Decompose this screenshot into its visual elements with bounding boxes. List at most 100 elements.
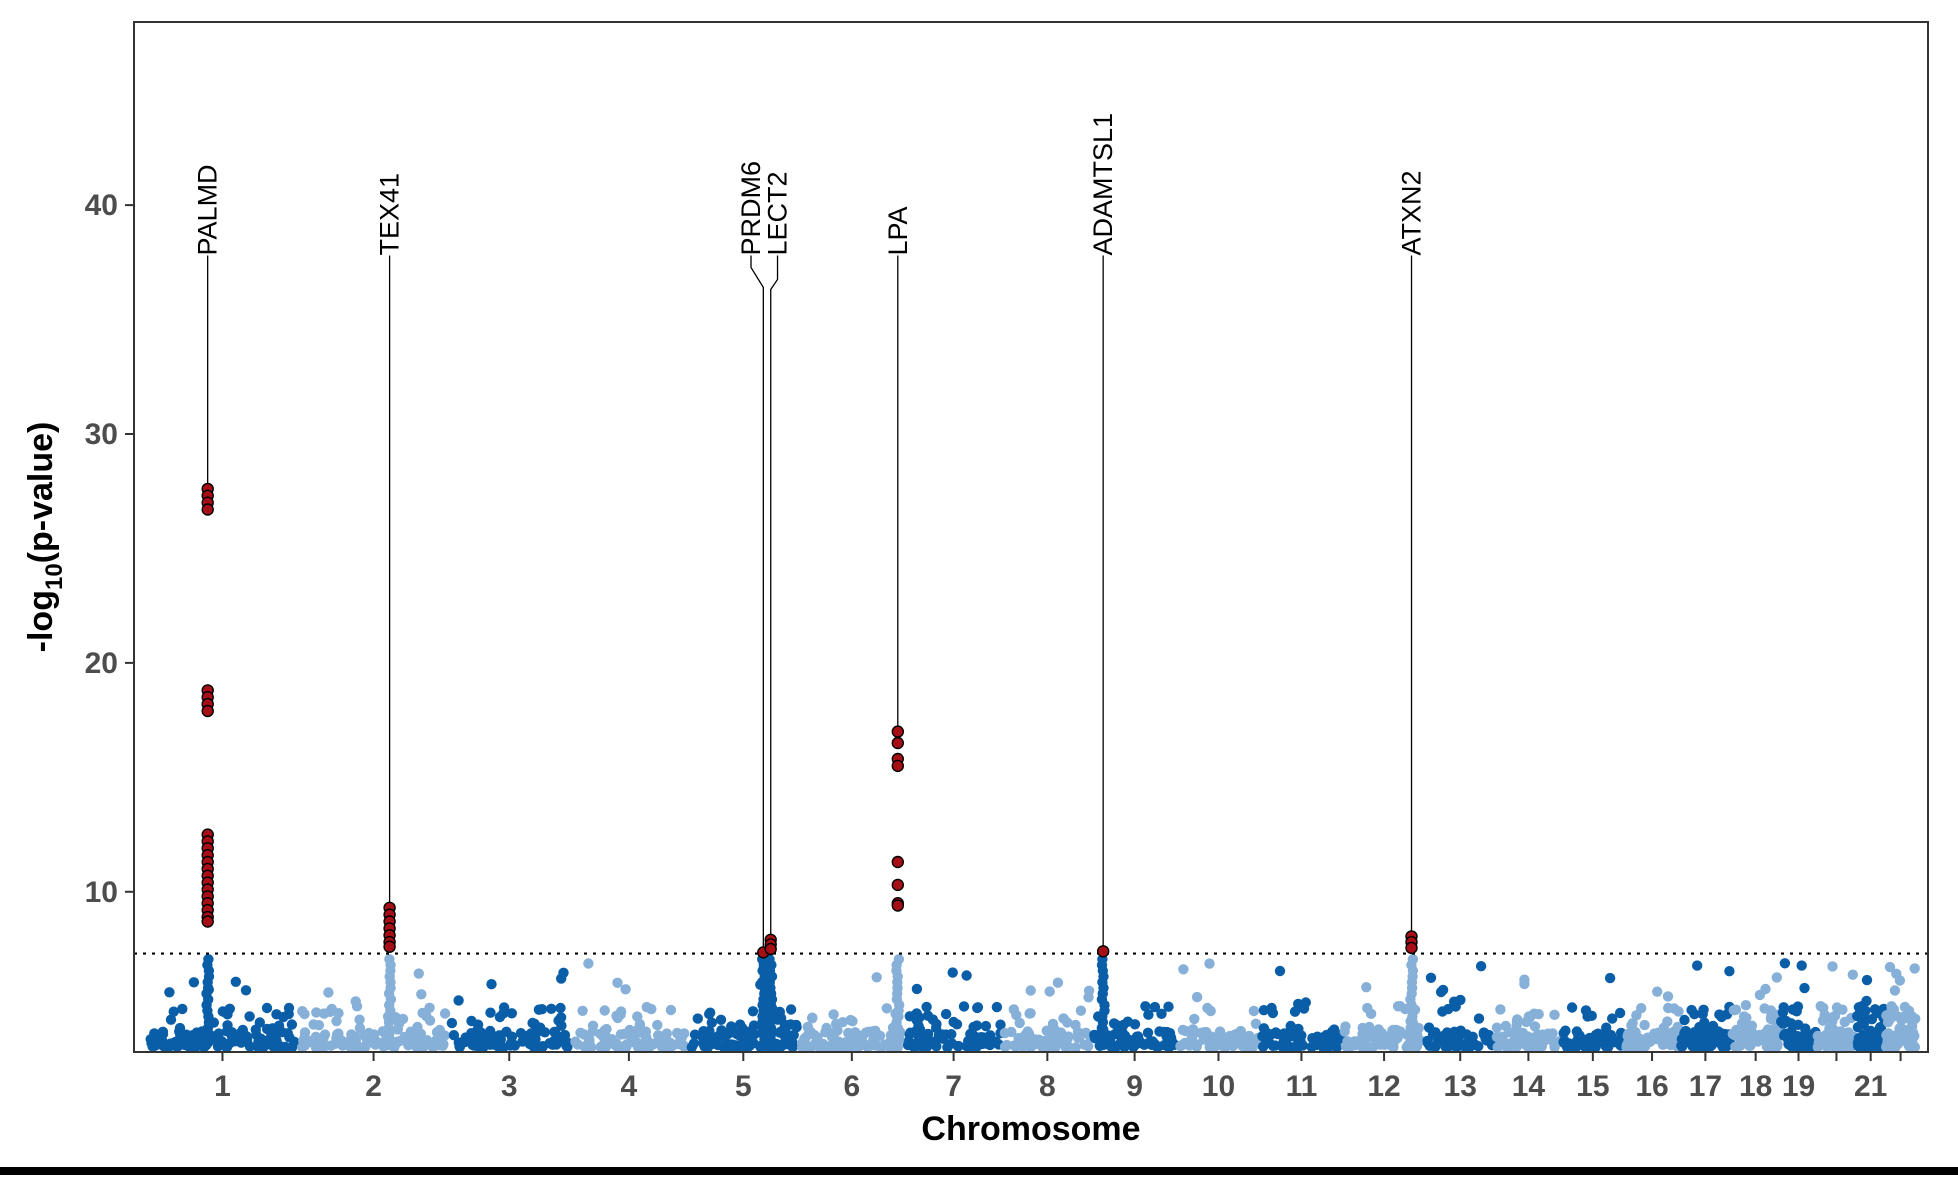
background-point — [1779, 958, 1791, 969]
background-point — [353, 1041, 364, 1053]
background-point — [1001, 1039, 1013, 1051]
background-point — [799, 1033, 810, 1045]
hit-point — [1096, 945, 1110, 958]
background-point — [424, 1015, 436, 1026]
x-tick-label: 11 — [1286, 1070, 1318, 1103]
background-point — [1597, 1029, 1609, 1041]
gene-label-atxn2: ATXN2 — [1397, 170, 1427, 255]
background-point — [517, 1036, 528, 1047]
background-point — [612, 977, 623, 988]
background-point — [177, 1003, 188, 1015]
background-point — [1760, 1036, 1772, 1047]
background-point — [636, 1026, 647, 1038]
hit-point — [201, 704, 214, 718]
background-point — [506, 1031, 518, 1042]
y-axis: 10 20 30 40 — [85, 189, 134, 909]
background-point — [1852, 1021, 1864, 1033]
background-point — [1461, 1029, 1472, 1040]
background-point — [1793, 1019, 1804, 1030]
background-point — [1362, 1002, 1373, 1014]
background-point — [1056, 1028, 1067, 1039]
background-point — [606, 1034, 618, 1045]
background-point — [1765, 1013, 1777, 1025]
background-point — [1903, 1005, 1915, 1016]
background-point — [311, 1007, 322, 1018]
background-point — [1505, 1038, 1516, 1050]
background-point — [244, 1011, 255, 1022]
background-point — [1532, 1029, 1544, 1041]
background-point — [272, 1028, 283, 1039]
y-tick-label: 20 — [85, 647, 118, 680]
background-point — [1441, 1027, 1453, 1038]
background-point — [788, 1029, 799, 1041]
background-point — [867, 1026, 878, 1037]
background-point — [1480, 1033, 1491, 1044]
background-point — [1689, 1008, 1700, 1020]
background-point — [1699, 1017, 1710, 1028]
background-point — [157, 1026, 169, 1038]
background-point — [1847, 969, 1859, 980]
background-point — [1083, 1041, 1094, 1052]
background-point — [308, 1019, 319, 1030]
background-point — [1191, 991, 1203, 1003]
background-point — [505, 1040, 516, 1051]
background-point — [1852, 1037, 1864, 1049]
background-point — [546, 1003, 557, 1014]
background-point — [1140, 1001, 1151, 1012]
y-tick-label: 10 — [85, 876, 118, 909]
x-tick-label: 12 — [1367, 1070, 1400, 1103]
y-tick-label: 40 — [85, 189, 118, 222]
background-point — [261, 1002, 273, 1014]
background-point — [615, 1029, 627, 1040]
background-point — [1548, 1037, 1560, 1048]
background-point — [1245, 1040, 1257, 1051]
background-point — [1450, 1032, 1461, 1043]
background-point — [1696, 1041, 1708, 1053]
x-tick-label: 17 — [1689, 1070, 1722, 1103]
background-point — [1025, 985, 1036, 996]
background-point — [1156, 1008, 1167, 1019]
background-point — [405, 1026, 416, 1037]
background-point — [1731, 1030, 1742, 1041]
background-point — [1738, 1011, 1750, 1022]
background-point — [1220, 1032, 1231, 1044]
background-point — [791, 1021, 802, 1033]
background-point — [661, 1028, 672, 1039]
background-point — [1715, 1028, 1727, 1039]
background-point — [1455, 994, 1466, 1006]
background-point — [1900, 1035, 1911, 1047]
background-point — [1533, 1041, 1545, 1053]
background-point — [1052, 977, 1064, 988]
background-point — [424, 1002, 435, 1013]
background-point — [354, 1014, 365, 1025]
background-point — [1165, 1032, 1177, 1043]
background-point — [318, 1033, 329, 1044]
background-point — [1037, 1041, 1048, 1053]
background-point — [323, 987, 334, 998]
background-point — [705, 1031, 716, 1043]
background-point — [692, 1013, 703, 1024]
background-point — [787, 1042, 798, 1053]
background-point — [688, 1038, 700, 1049]
background-point — [1206, 1031, 1218, 1042]
hit-point — [201, 503, 214, 516]
background-point — [559, 1029, 571, 1041]
bottom-border-bar — [0, 1167, 1958, 1175]
x-tick-label: 4 — [621, 1070, 638, 1103]
background-point — [1187, 1024, 1199, 1035]
background-point — [1326, 1026, 1338, 1037]
background-point — [1549, 1009, 1560, 1020]
background-point — [648, 1038, 659, 1050]
connector-layer — [207, 255, 1413, 953]
background-point — [165, 1014, 177, 1025]
y-axis-title-main: -log — [22, 590, 60, 652]
background-point — [1437, 984, 1449, 996]
background-point — [1676, 1040, 1687, 1051]
connector-line-prdm6 — [750, 255, 764, 953]
background-point — [1888, 1004, 1900, 1015]
background-point — [838, 1039, 849, 1051]
background-point — [583, 958, 594, 969]
background-point — [995, 1019, 1006, 1030]
